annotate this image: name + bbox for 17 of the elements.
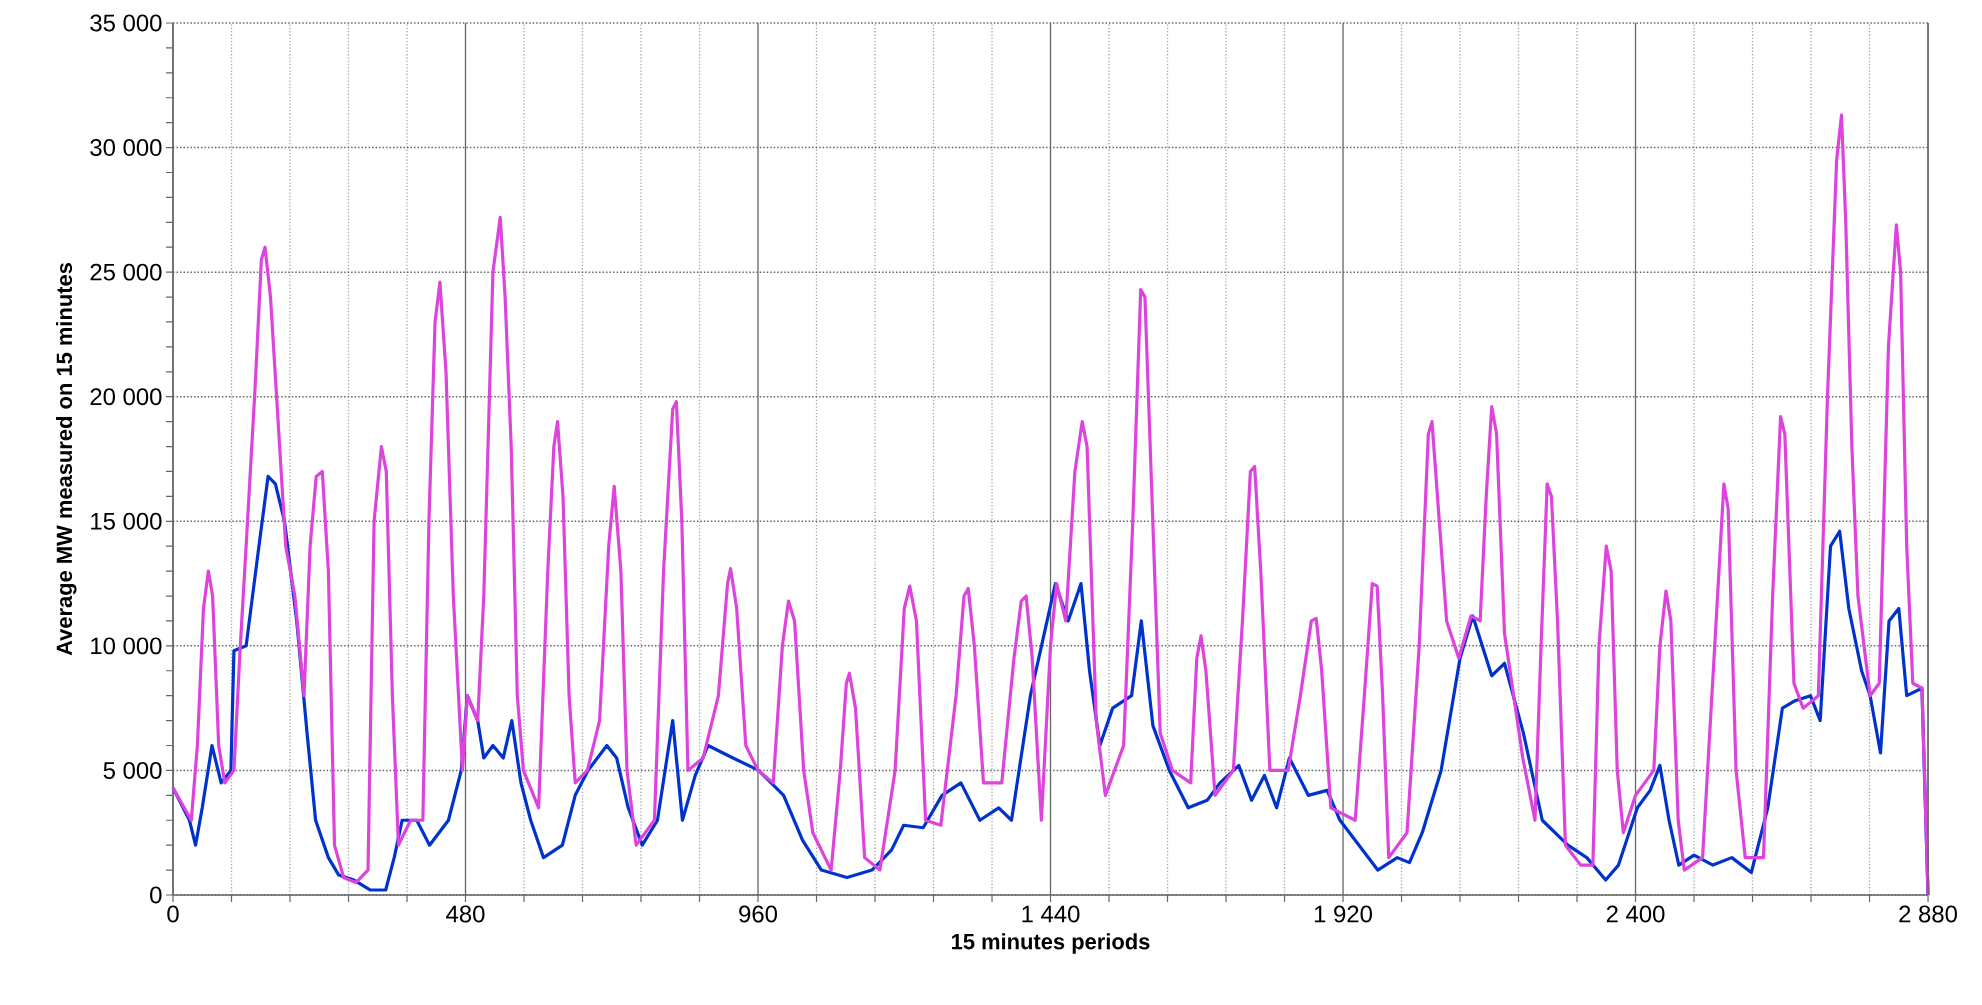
y-tick-label: 15 000 bbox=[91, 512, 162, 530]
x-tick-label: 2 880 bbox=[1899, 905, 1957, 923]
x-tick-label: 0 bbox=[167, 905, 179, 923]
x-tick-label: 480 bbox=[446, 905, 485, 923]
y-axis-title: Average MW measured on 15 minutes bbox=[55, 263, 77, 656]
x-tick-label: 1 920 bbox=[1314, 905, 1372, 923]
x-tick-label: 1 440 bbox=[1022, 905, 1080, 923]
y-tick-label: 35 000 bbox=[90, 14, 162, 32]
y-tick-label: 30 000 bbox=[90, 139, 162, 157]
y-tick-label: 20 000 bbox=[90, 388, 162, 406]
x-axis-title: 15 minutes periods bbox=[952, 933, 1150, 954]
x-tick-label: 2 400 bbox=[1606, 905, 1665, 923]
y-tick-label: 5 000 bbox=[103, 761, 162, 779]
y-tick-label: 25 000 bbox=[90, 263, 162, 281]
x-tick-label: 960 bbox=[739, 905, 778, 923]
y-tick-label: 10 000 bbox=[91, 637, 162, 655]
y-tick-label: 0 bbox=[150, 886, 162, 904]
